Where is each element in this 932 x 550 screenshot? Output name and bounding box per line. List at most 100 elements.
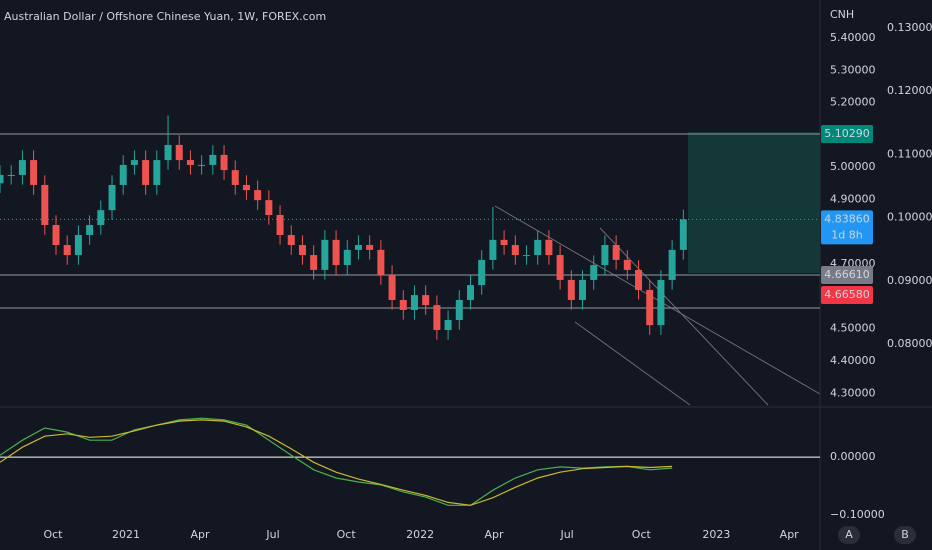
candle-body (399, 299, 407, 310)
candle-body (433, 305, 441, 330)
price-label-box (821, 286, 873, 305)
candle-body (18, 160, 26, 175)
candle-body (242, 184, 250, 191)
candle-body (63, 245, 71, 256)
candle-body (422, 295, 430, 306)
y2-tick-label: 0.08000 (887, 337, 932, 350)
candle-body (478, 259, 486, 286)
y-tick-label: 5.30000 (830, 63, 876, 76)
x-tick-label: 2021 (112, 528, 140, 541)
candle-body (534, 239, 542, 256)
candle-body (86, 225, 94, 236)
candle-body (343, 249, 351, 266)
x-tick-label: Apr (190, 528, 210, 541)
candle-body (175, 144, 183, 161)
y-tick-label: 4.50000 (830, 322, 876, 335)
candle-body (500, 239, 508, 246)
y2-tick-label: 0.12000 (887, 84, 932, 97)
candle-body (646, 289, 654, 326)
axis-label: CNH (830, 8, 854, 21)
y-tick-label: −0.10000 (830, 508, 885, 521)
price-label: 5.10290 (824, 127, 870, 140)
candle-body (679, 219, 687, 250)
y2-tick-label: 0.13000 (887, 21, 932, 34)
price-label-box (821, 124, 873, 143)
candle-body (310, 255, 318, 270)
position-zone (688, 132, 820, 273)
button[interactable] (894, 526, 916, 544)
candle-body (220, 154, 228, 171)
countdown: 1d 8h (831, 228, 862, 241)
y-tick-label: 5.40000 (830, 31, 876, 44)
x-tick-label: Oct (632, 528, 652, 541)
x-tick-label: Jul (559, 528, 573, 541)
x-tick-label: Jul (265, 528, 279, 541)
candle-body (489, 239, 497, 260)
button-label[interactable]: B (901, 528, 909, 541)
candle-body (444, 319, 452, 330)
candle-body (74, 235, 82, 256)
candle-body (52, 225, 60, 246)
candle-body (265, 200, 273, 216)
candle-body (164, 144, 172, 161)
candle-body (466, 285, 474, 300)
candle-body (635, 269, 643, 290)
x-tick-label: Oct (43, 528, 63, 541)
price-label: 4.66580 (824, 288, 870, 301)
candle-body (668, 249, 676, 280)
candle-body (601, 245, 609, 266)
y-tick-label: 0.00000 (830, 450, 876, 463)
y-tick-label: 4.90000 (830, 192, 876, 205)
button[interactable] (838, 526, 860, 544)
candle-body (567, 279, 575, 300)
candle-body (388, 275, 396, 300)
price-label: 4.83860 (824, 212, 870, 225)
x-tick-label: Oct (337, 528, 357, 541)
candle-body (209, 154, 217, 165)
x-tick-label: Apr (780, 528, 800, 541)
candle-body (545, 239, 553, 256)
candle-body (142, 160, 150, 185)
candle-body (0, 174, 4, 184)
x-tick-label: 2022 (406, 528, 434, 541)
candle-body (455, 299, 463, 320)
chart-title: Australian Dollar / Offshore Chinese Yua… (4, 10, 326, 23)
y-tick-label: 4.30000 (830, 386, 876, 399)
candle-body (410, 295, 418, 310)
candle-body (657, 279, 665, 326)
candle-body (612, 245, 620, 260)
candle-body (354, 245, 362, 250)
candle-body (198, 164, 206, 166)
price-label-box (821, 266, 873, 285)
candle-body (377, 249, 385, 276)
y-tick-label: 5.20000 (830, 96, 876, 109)
candle-body (556, 255, 564, 280)
y-tick-label: 5.00000 (830, 160, 876, 173)
price-label-box (821, 210, 873, 245)
price-label: 4.66610 (824, 268, 870, 281)
candle-body (108, 184, 116, 211)
candle-body (523, 255, 531, 257)
oscillator-line (0, 419, 673, 506)
candle-body (153, 160, 161, 185)
y-tick-label: 4.40000 (830, 354, 876, 367)
candle-body (231, 170, 239, 185)
oscillator-line (0, 417, 673, 506)
candle-body (298, 245, 306, 256)
candle-body (276, 215, 284, 236)
candle-body (254, 190, 262, 201)
candle-body (321, 239, 329, 270)
candle-body (119, 164, 127, 185)
candle-body (186, 160, 194, 165)
button-label[interactable]: A (845, 528, 853, 541)
candle-body (41, 184, 49, 226)
x-tick-label: 2023 (702, 528, 730, 541)
candle-body (287, 235, 295, 246)
y2-tick-label: 0.10000 (887, 211, 932, 224)
y2-tick-label: 0.09000 (887, 274, 932, 287)
candle-body (7, 174, 15, 176)
candle-body (623, 259, 631, 270)
candle-body (130, 160, 138, 165)
y2-tick-label: 0.11000 (887, 147, 932, 160)
